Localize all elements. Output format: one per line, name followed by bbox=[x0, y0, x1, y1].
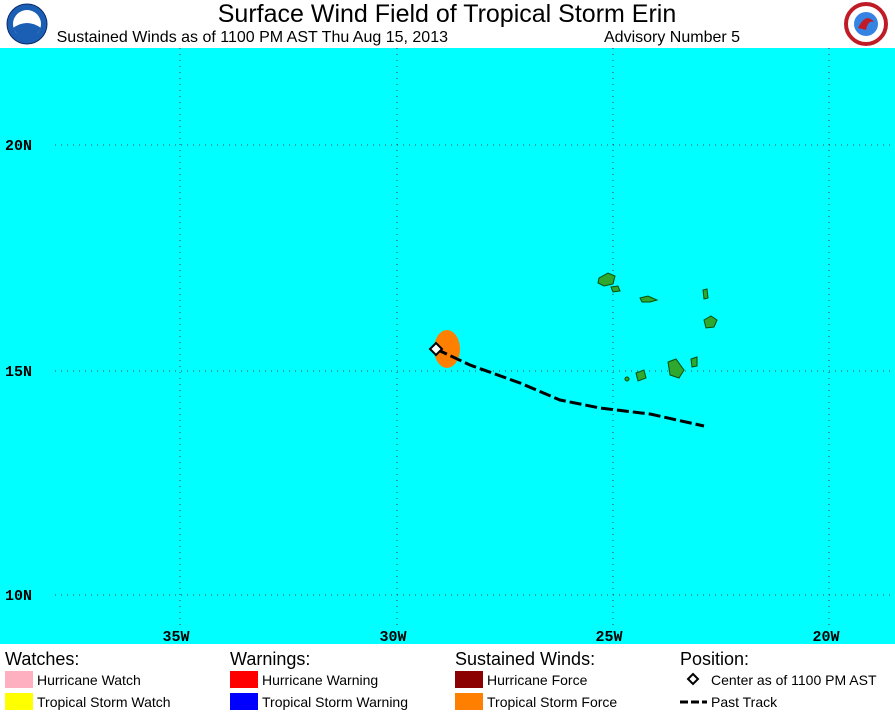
latitude-label: 20N bbox=[5, 138, 32, 155]
island bbox=[610, 285, 621, 293]
legend-heading: Position: bbox=[680, 649, 749, 669]
legend-swatch bbox=[455, 693, 483, 710]
island bbox=[690, 356, 698, 368]
island bbox=[624, 376, 630, 382]
legend-symbol bbox=[686, 672, 700, 686]
island bbox=[635, 369, 647, 382]
longitude-label: 20W bbox=[812, 629, 839, 646]
island bbox=[702, 288, 709, 300]
longitude-label: 30W bbox=[379, 629, 406, 646]
legend-heading: Watches: bbox=[5, 649, 79, 669]
title: Surface Wind Field of Tropical Storm Eri… bbox=[218, 0, 677, 28]
legend-swatch bbox=[230, 693, 258, 710]
legend-swatch bbox=[455, 671, 483, 688]
legend-heading: Warnings: bbox=[230, 649, 310, 669]
latitude-label: 10N bbox=[5, 588, 32, 605]
grid bbox=[55, 48, 895, 625]
legend-item: Past Track bbox=[711, 694, 778, 710]
advisory: Advisory Number 5 bbox=[604, 29, 740, 46]
island bbox=[703, 315, 718, 329]
latitude-label: 15N bbox=[5, 364, 32, 381]
island bbox=[597, 272, 616, 287]
legend-item: Center as of 1100 PM AST bbox=[711, 672, 877, 688]
subtitle: Sustained Winds as of 1100 PM AST Thu Au… bbox=[57, 29, 448, 46]
legend: Watches: Hurricane Watch Tropical Storm … bbox=[5, 649, 877, 710]
legend-swatch bbox=[5, 671, 33, 688]
legend-item: Hurricane Watch bbox=[37, 672, 141, 688]
legend-item: Hurricane Warning bbox=[262, 672, 378, 688]
island bbox=[667, 358, 685, 379]
longitude-label: 35W bbox=[162, 629, 189, 646]
legend-item: Hurricane Force bbox=[487, 672, 588, 688]
legend-item: Tropical Storm Watch bbox=[37, 694, 171, 710]
islands bbox=[597, 272, 718, 382]
noaa-logo bbox=[6, 3, 48, 45]
legend-item: Tropical Storm Force bbox=[487, 694, 617, 710]
legend-swatch bbox=[5, 693, 33, 710]
longitude-label: 25W bbox=[595, 629, 622, 646]
island bbox=[639, 295, 659, 303]
legend-heading: Sustained Winds: bbox=[455, 649, 595, 669]
storm-center bbox=[428, 341, 444, 357]
legend-item: Tropical Storm Warning bbox=[262, 694, 408, 710]
legend-swatch bbox=[230, 671, 258, 688]
past-track bbox=[435, 347, 705, 428]
nws-logo bbox=[844, 2, 888, 46]
